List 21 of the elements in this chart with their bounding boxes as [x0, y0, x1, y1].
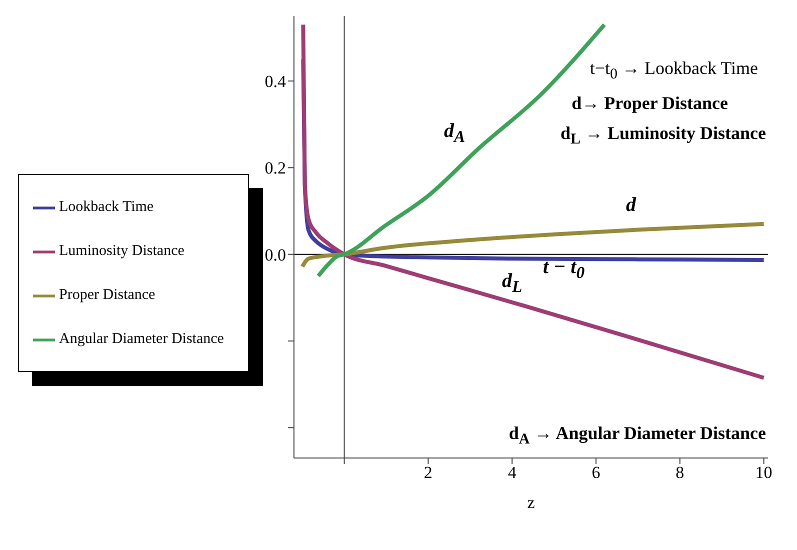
x-axis-title: z	[527, 493, 536, 512]
legend-label: Luminosity Distance	[59, 243, 184, 259]
legend-label: Lookback Time	[59, 199, 154, 215]
annotation: t−t$_{0}$ → Lookback Time	[590, 58, 758, 84]
annotation: d$_{L}$	[502, 270, 522, 297]
x-tick-label: 2	[424, 463, 432, 482]
y-tick-label: 0.2	[264, 158, 286, 178]
annotation: d$_{L}$ → Luminosity Distance	[560, 123, 766, 149]
x-tick-label: 10	[755, 463, 772, 482]
legend-label: Proper Distance	[59, 287, 156, 303]
x-tick-label: 6	[592, 463, 600, 482]
legend-label: Angular Diameter Distance	[59, 331, 224, 347]
annotation: d	[626, 194, 636, 217]
annotation: d$_{A}$	[444, 120, 466, 147]
y-tick-label: 0.0	[264, 245, 286, 264]
x-tick-label: 8	[676, 463, 684, 482]
annotation: d→ Proper Distance	[572, 93, 728, 114]
annotation: t − t$_{0}$	[543, 256, 585, 283]
annotation: d$_{A}$ → Angular Diameter Distance	[508, 423, 766, 449]
x-tick-label: 4	[508, 463, 517, 482]
y-tick-label: 0.4	[264, 72, 286, 92]
